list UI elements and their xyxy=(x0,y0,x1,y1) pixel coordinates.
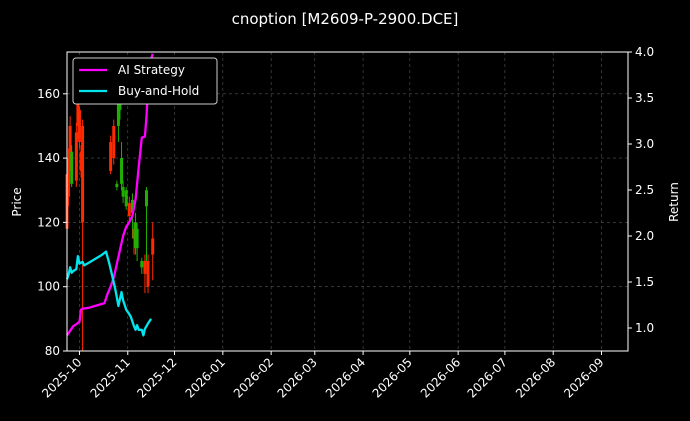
y-tick-label-right: 2.0 xyxy=(635,229,654,243)
candle-body xyxy=(67,158,71,197)
y-tick-label-left: 140 xyxy=(37,151,60,165)
y-tick-label-left: 120 xyxy=(37,215,60,229)
legend-label: AI Strategy xyxy=(118,63,185,77)
y-tick-label-right: 1.0 xyxy=(635,321,654,335)
legend-box xyxy=(72,57,218,105)
ai-strategy-line xyxy=(66,53,154,337)
candle-body xyxy=(109,142,113,171)
y-tick-label-left: 100 xyxy=(37,280,60,294)
y-tick-label-left: 80 xyxy=(45,344,60,358)
axes-frame xyxy=(66,51,629,352)
candle-body xyxy=(124,190,128,207)
candle-body xyxy=(77,109,81,143)
candle-body xyxy=(81,125,85,223)
legend-label: Buy-and-Hold xyxy=(118,84,199,98)
y-tick-label-right: 1.5 xyxy=(635,275,654,289)
candle-body xyxy=(76,103,80,126)
y-tick-label-right: 4.0 xyxy=(635,45,654,59)
chart-title: cnoption [M2609-P-2900.DCE] xyxy=(232,10,459,28)
plot-area xyxy=(65,51,629,352)
candle-body xyxy=(116,93,120,126)
candle-body xyxy=(143,260,147,274)
y-tick-label-right: 3.0 xyxy=(635,137,654,151)
buy-and-hold-line xyxy=(65,250,153,337)
candle-body xyxy=(140,260,144,268)
y-axis-label-right: Return xyxy=(667,182,681,222)
candle-body xyxy=(112,125,116,159)
candle-body xyxy=(121,187,125,197)
candle-body xyxy=(79,151,83,171)
candle-body xyxy=(120,158,124,184)
candle-body xyxy=(130,199,134,213)
candle-body xyxy=(127,203,131,216)
candle-body xyxy=(144,190,148,207)
candle-body xyxy=(134,222,138,249)
candle-body xyxy=(151,238,155,255)
y-tick-label-right: 3.5 xyxy=(635,91,654,105)
candle-body xyxy=(68,125,72,165)
y-tick-label-left: 160 xyxy=(37,87,60,101)
candle-body xyxy=(135,228,139,249)
y-tick-label-right: 2.5 xyxy=(635,183,654,197)
legend: AI Strategy Buy-and-Hold xyxy=(72,57,218,105)
y-axis-label-left: Price xyxy=(10,187,24,216)
candle-body xyxy=(115,183,119,188)
candle-body xyxy=(132,228,136,239)
candle-body xyxy=(146,260,150,287)
candle-body xyxy=(70,151,74,184)
candle-body xyxy=(74,132,78,181)
